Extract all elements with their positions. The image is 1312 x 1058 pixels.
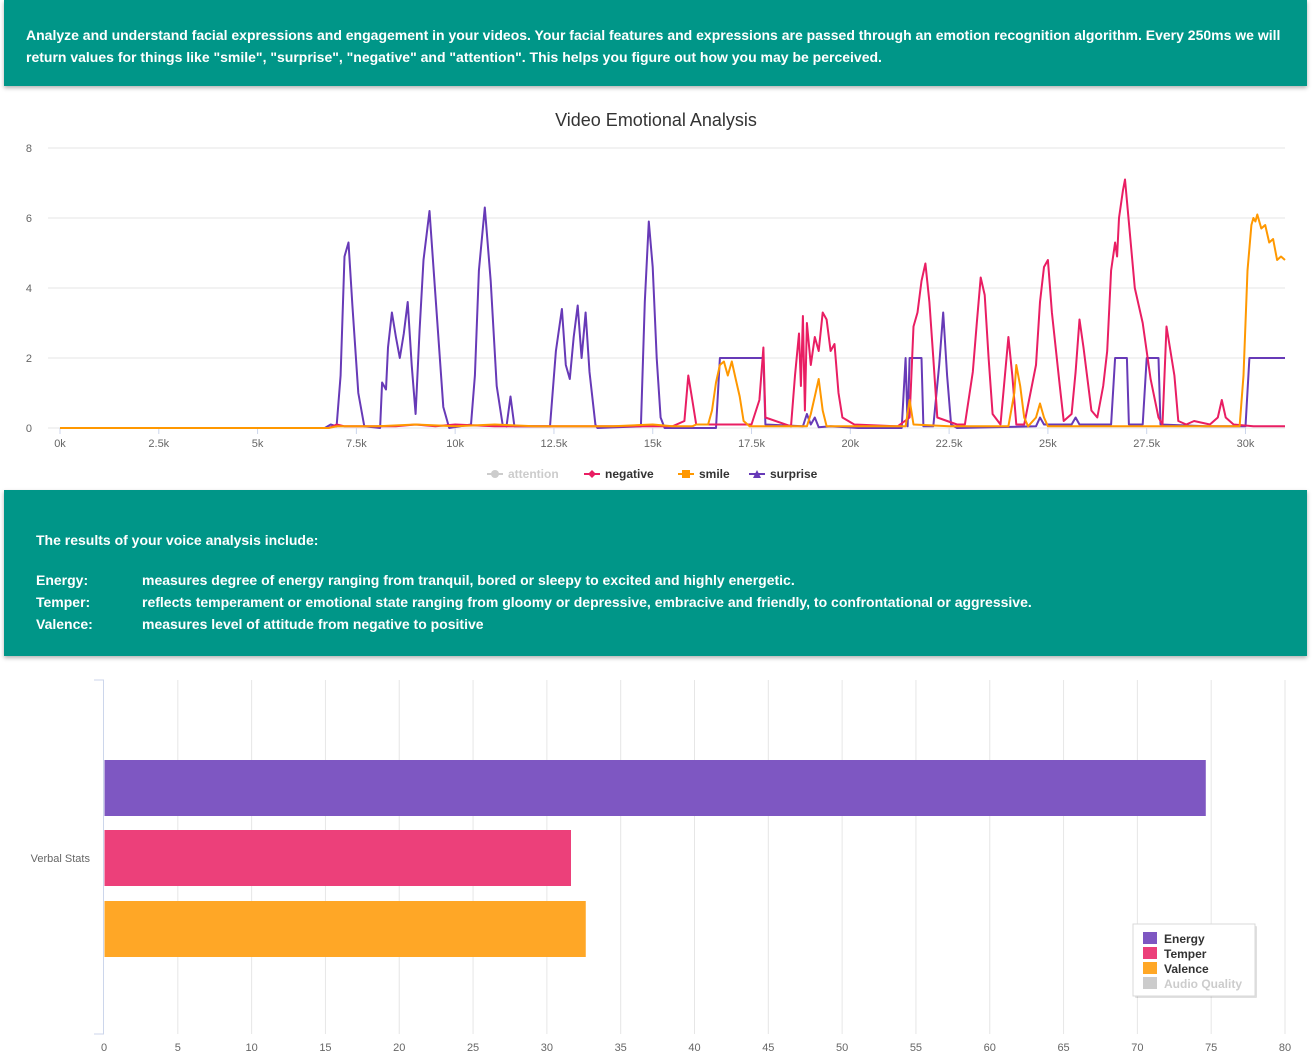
x-tick-label: 10 — [246, 1042, 258, 1054]
x-tick-label: 65 — [1057, 1042, 1069, 1054]
y-tick-label: 8 — [26, 143, 32, 155]
description-text: Analyze and understand facial expression… — [26, 27, 1281, 65]
x-tick-label: 12.5k — [540, 438, 567, 450]
x-tick-label: 40 — [688, 1042, 700, 1054]
definition-term: Energy: — [36, 572, 89, 588]
definition-term: Temper: — [36, 594, 91, 610]
legend-marker — [753, 470, 761, 478]
legend-label: attention — [508, 467, 559, 481]
series-line-smile — [60, 213, 1286, 429]
bar-energy — [104, 760, 1206, 816]
legend-label: Audio Quality — [1164, 977, 1242, 991]
bar-temper — [104, 830, 571, 886]
x-tick-label: 17.5k — [738, 438, 765, 450]
chart-title: Video Emotional Analysis — [555, 110, 757, 130]
x-tick-label: 20k — [841, 438, 859, 450]
voice-intro-text: The results of your voice analysis inclu… — [36, 532, 319, 548]
legend-item-smile[interactable]: smile — [678, 467, 730, 481]
x-tick-label: 0k — [54, 438, 66, 450]
legend-marker — [682, 470, 690, 478]
legend-label: Valence — [1164, 962, 1209, 976]
x-gridlines — [177, 680, 1286, 1034]
legend: attention negative smile surprise — [487, 467, 818, 481]
category-axis: Verbal Stats — [31, 679, 104, 1035]
legend-label: surprise — [770, 467, 818, 481]
description-banner: Analyze and understand facial expression… — [4, 0, 1307, 86]
x-tick-label: 15 — [319, 1042, 331, 1054]
series-line-negative — [60, 178, 1285, 429]
series-line-surprise — [60, 206, 1285, 429]
definition-term: Valence: — [36, 616, 93, 632]
x-tick-label: 25k — [1039, 438, 1057, 450]
verbal-stats-bar-chart: Verbal Stats 0 5 10 15 20 25 30 35 40 45 50 55 60 65 7… — [31, 679, 1291, 1054]
x-tick-label: 30k — [1237, 438, 1255, 450]
x-tick-label: 15k — [644, 438, 662, 450]
x-tick-label: 5 — [175, 1042, 181, 1054]
x-tick-label: 25 — [467, 1042, 479, 1054]
definition-description: measures level of attitude from negative… — [142, 616, 484, 632]
x-tick-label: 7.5k — [346, 438, 367, 450]
y-tick-label: 4 — [26, 283, 32, 295]
legend-swatch — [1143, 962, 1157, 974]
category-label: Verbal Stats — [31, 853, 91, 865]
x-tick-label: 20 — [393, 1042, 405, 1054]
legend-item-temper[interactable]: Temper — [1143, 947, 1207, 961]
bar-valence — [104, 901, 586, 957]
x-tick-label: 0 — [101, 1042, 107, 1054]
legend-item-surprise[interactable]: surprise — [749, 467, 818, 481]
y-axis-ticks: 0 2 4 6 8 — [26, 143, 32, 435]
voice-analysis-banner: The results of your voice analysis inclu… — [4, 490, 1307, 656]
y-tick-label: 2 — [26, 353, 32, 365]
bars — [104, 760, 1206, 957]
legend-label: negative — [605, 467, 654, 481]
x-tick-label: 75 — [1205, 1042, 1217, 1054]
legend-item-energy[interactable]: Energy — [1143, 932, 1205, 946]
definition-description: measures degree of energy ranging from t… — [142, 572, 795, 588]
legend-label: Temper — [1164, 947, 1207, 961]
legend-marker — [588, 470, 596, 478]
legend-item-valence[interactable]: Valence — [1143, 962, 1209, 976]
x-tick-label: 2.5k — [148, 438, 169, 450]
legend-item-audio-quality[interactable]: Audio Quality — [1143, 977, 1242, 991]
x-tick-label: 80 — [1279, 1042, 1291, 1054]
x-tick-label: 10k — [446, 438, 464, 450]
x-tick-label: 60 — [984, 1042, 996, 1054]
x-tick-label: 5k — [252, 438, 264, 450]
y-tick-label: 6 — [26, 213, 32, 225]
x-tick-label: 45 — [762, 1042, 774, 1054]
y-tick-label: 0 — [26, 423, 32, 435]
legend-swatch — [1143, 977, 1157, 989]
legend-marker — [491, 470, 499, 478]
legend-item-negative[interactable]: negative — [584, 467, 654, 481]
x-tick-label: 70 — [1131, 1042, 1143, 1054]
x-axis-ticks: 0 5 10 15 20 25 30 35 40 45 50 55 60 65 70 75 80 — [101, 1042, 1291, 1054]
series-lines — [60, 178, 1286, 429]
x-tick-label: 30 — [541, 1042, 553, 1054]
y-gridlines — [48, 147, 1285, 429]
x-tick-label: 27.5k — [1133, 438, 1160, 450]
x-tick-label: 22.5k — [936, 438, 963, 450]
x-axis-ticks: 0k 2.5k 5k 7.5k 10k 12.5k 15k 17.5k 20k 22.5k 25k 2… — [54, 428, 1255, 450]
x-tick-label: 35 — [615, 1042, 627, 1054]
legend-item-attention[interactable]: attention — [487, 467, 559, 481]
legend-swatch — [1143, 947, 1157, 959]
legend-label: smile — [699, 467, 730, 481]
x-tick-label: 55 — [910, 1042, 922, 1054]
legend-swatch — [1143, 932, 1157, 944]
legend-label: Energy — [1164, 932, 1205, 946]
video-emotion-line-chart: Video Emotional Analysis 0 2 4 6 8 0k 2.5k 5k 7… — [26, 110, 1286, 481]
definition-description: reflects temperament or emotional state … — [142, 594, 1032, 610]
x-tick-label: 50 — [836, 1042, 848, 1054]
